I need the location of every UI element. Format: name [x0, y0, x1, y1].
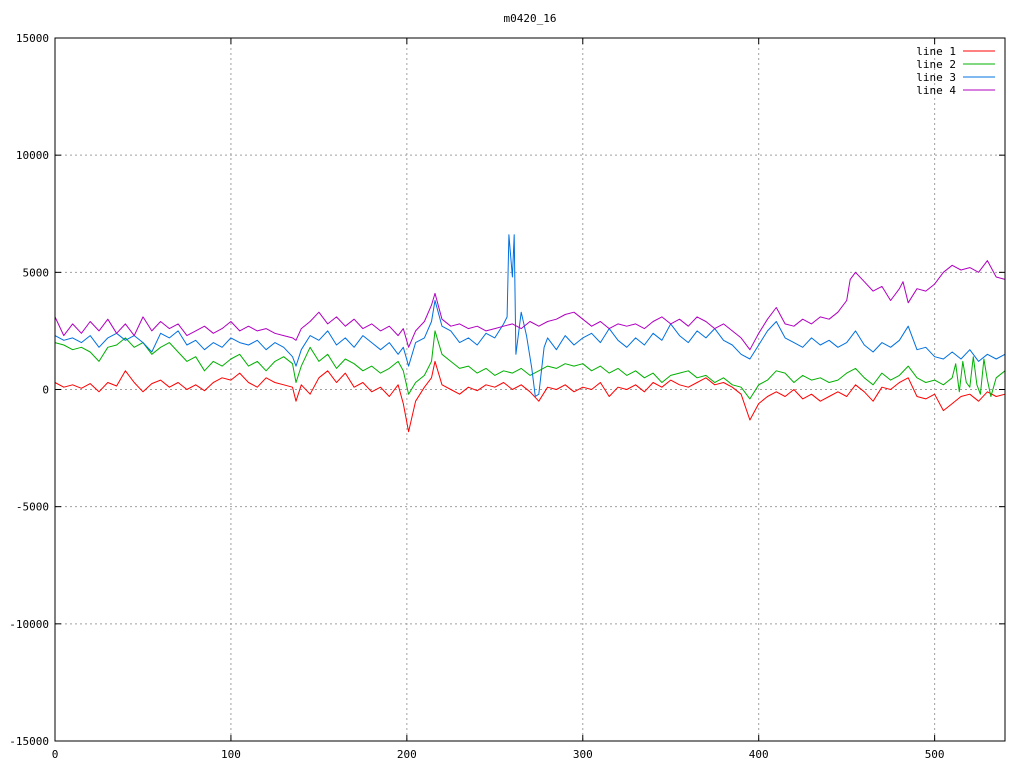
series-line-3 [54, 234, 1006, 397]
series-lines [54, 234, 1006, 433]
x-tick-label: 400 [749, 748, 769, 761]
y-tick-label: 10000 [16, 149, 49, 162]
y-tick-label: 5000 [23, 266, 50, 279]
chart-title: m0420_16 [504, 12, 557, 25]
axis-ticks: 0 100 200 300 400 500 -15000 -10000 -5000 0 5000 10… [9, 32, 1005, 761]
grid-lines [55, 38, 1005, 741]
y-tick-label: -5000 [16, 501, 49, 514]
y-tick-label: -10000 [9, 618, 49, 631]
legend-label-2: line 2 [916, 58, 956, 71]
legend-label-1: line 1 [916, 45, 956, 58]
y-tick-label: 15000 [16, 32, 49, 45]
x-tick-label: 100 [221, 748, 241, 761]
y-tick-label: -15000 [9, 735, 49, 748]
legend-label-3: line 3 [916, 71, 956, 84]
x-tick-label: 500 [925, 748, 945, 761]
x-tick-label: 200 [397, 748, 417, 761]
legend-label-4: line 4 [916, 84, 956, 97]
x-tick-label: 0 [52, 748, 59, 761]
x-tick-label: 300 [573, 748, 593, 761]
series-line-4 [54, 260, 1006, 351]
y-tick-label: 0 [42, 384, 49, 397]
series-line-1 [54, 360, 1006, 433]
series-line-2 [54, 330, 1006, 400]
